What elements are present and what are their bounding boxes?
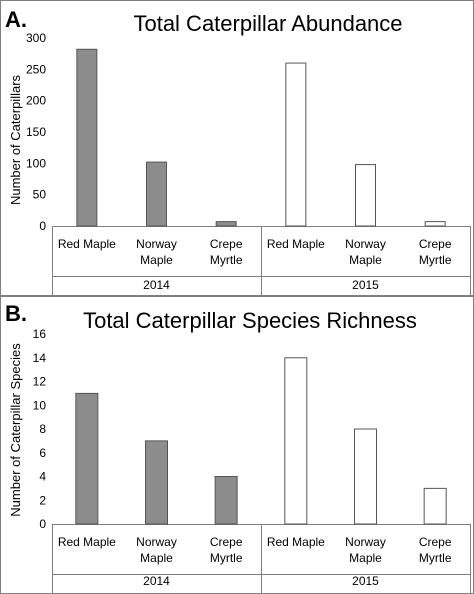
category-label-line: Norway — [136, 535, 177, 549]
category-label-line: Myrtle — [210, 253, 243, 267]
category-label-line: Maple — [140, 551, 173, 565]
y-tick-label: 8 — [39, 422, 46, 436]
bar — [215, 221, 237, 227]
y-tick-label: 6 — [39, 446, 46, 460]
category-label-line: Red Maple — [267, 535, 325, 549]
panel-letter: A. — [5, 7, 27, 32]
y-tick-label: 50 — [33, 188, 47, 202]
category-label-line: Norway — [345, 237, 386, 251]
chart-title: Total Caterpillar Species Richness — [83, 308, 417, 333]
category-label-line: Crepe — [419, 535, 452, 549]
y-tick-label: 0 — [39, 517, 46, 531]
y-tick-label: 14 — [33, 351, 47, 365]
category-label-line: Maple — [349, 253, 382, 267]
category-label: Red Maple — [267, 237, 325, 251]
panel-a: A. Total Caterpillar Abundance Number of… — [0, 0, 474, 296]
y-tick-label: 0 — [39, 219, 46, 233]
category-label-line: Maple — [349, 551, 382, 565]
y-tick-label: 300 — [26, 31, 46, 45]
bar — [76, 48, 98, 227]
category-label-line: Myrtle — [210, 551, 243, 565]
panel-b: B. Total Caterpillar Species Richness Nu… — [0, 296, 474, 594]
category-label-line: Red Maple — [267, 237, 325, 251]
category-label-line: Crepe — [210, 237, 243, 251]
y-axis-label: Number of Caterpillar Species — [8, 343, 23, 517]
bar — [214, 476, 238, 525]
year-label: 2014 — [143, 278, 170, 292]
abundance-chart: A. Total Caterpillar Abundance Number of… — [0, 0, 474, 296]
richness-chart: B. Total Caterpillar Species Richness Nu… — [0, 296, 474, 594]
category-label-line: Red Maple — [58, 237, 116, 251]
category-label: Red Maple — [267, 535, 325, 549]
bar — [355, 164, 376, 227]
category-label-line: Norway — [136, 237, 177, 251]
bar — [145, 440, 168, 525]
bar — [284, 357, 308, 525]
y-tick-label: 200 — [26, 94, 46, 108]
panel-letter: B. — [5, 301, 27, 326]
bar — [75, 392, 99, 525]
panel-frame — [0, 0, 474, 296]
y-tick-label: 12 — [33, 375, 47, 389]
category-label: Crepe Myrtle — [210, 535, 243, 565]
y-tick-label: 16 — [33, 327, 47, 341]
category-label: Norway Maple — [136, 237, 177, 267]
chart-title: Total Caterpillar Abundance — [133, 11, 402, 36]
category-label: Norway Maple — [345, 237, 386, 267]
category-label: Crepe Myrtle — [210, 237, 243, 267]
category-label: Crepe Myrtle — [419, 237, 452, 267]
category-label-line: Maple — [140, 253, 173, 267]
category-label-line: Myrtle — [419, 551, 452, 565]
category-label: Red Maple — [58, 237, 116, 251]
bar — [354, 428, 377, 525]
bar — [146, 161, 167, 227]
y-tick-label: 10 — [33, 398, 47, 412]
y-tick-label: 2 — [39, 493, 46, 507]
category-label: Norway Maple — [136, 535, 177, 565]
category-label-line: Red Maple — [58, 535, 116, 549]
bar — [423, 487, 447, 525]
category-label: Norway Maple — [345, 535, 386, 565]
plot-area: 0 2 4 6 8 10 12 14 16 Red Maple Norway Maple Crepe My… — [33, 327, 471, 594]
category-label: Red Maple — [58, 535, 116, 549]
y-tick-label: 4 — [39, 470, 46, 484]
year-label: 2015 — [352, 278, 379, 292]
category-label-line: Norway — [345, 535, 386, 549]
category-label: Crepe Myrtle — [419, 535, 452, 565]
plot-area: 0 50 100 150 200 250 300 Red Maple Norway Maple Cr… — [26, 31, 471, 296]
y-tick-label: 150 — [26, 125, 46, 139]
year-label: 2014 — [143, 574, 170, 588]
year-label: 2015 — [352, 574, 379, 588]
y-tick-label: 100 — [26, 156, 46, 170]
category-label-line: Crepe — [210, 535, 243, 549]
y-tick-label: 250 — [26, 62, 46, 76]
bar — [285, 62, 307, 227]
y-axis-label: Number of Caterpillars — [8, 74, 23, 205]
category-label-line: Crepe — [419, 237, 452, 251]
bar — [424, 221, 446, 227]
category-label-line: Myrtle — [419, 253, 452, 267]
